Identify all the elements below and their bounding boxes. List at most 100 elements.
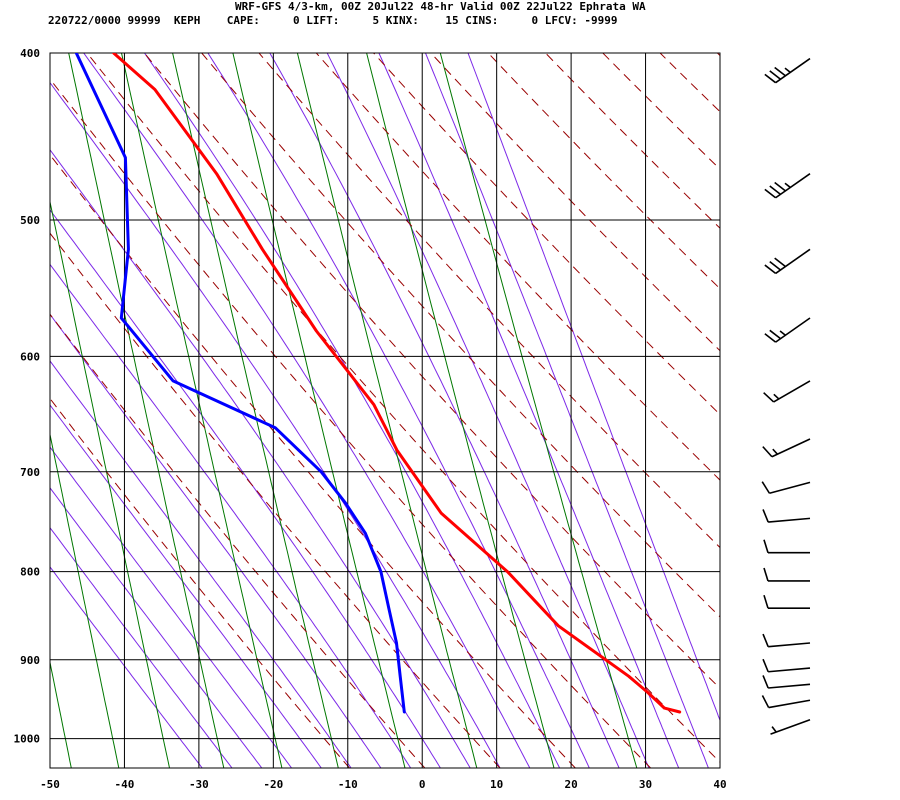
dry-adiabat-line (832, 53, 900, 768)
mixing-ratio-line (296, 53, 478, 768)
wind-barb-feather (763, 594, 769, 609)
wind-barb-half-feather (771, 726, 777, 733)
moist-adiabat-line (378, 53, 680, 768)
wind-barb-feather (764, 73, 777, 84)
wind-barb-half-feather (784, 182, 791, 189)
wind-barb (763, 380, 811, 403)
wind-barb-feather (774, 181, 786, 192)
wind-barb-shaft (775, 57, 811, 84)
wind-barb-feather (762, 675, 769, 689)
wind-barb-shaft (775, 173, 811, 199)
wind-barb-feather (762, 446, 773, 458)
mixing-ratio-line (50, 432, 120, 768)
mixing-ratio-line (50, 659, 72, 768)
wind-barb-feather (774, 66, 786, 77)
moist-adiabat-line (269, 53, 620, 768)
dry-adiabat-line (659, 53, 720, 113)
x-tick-label: -30 (189, 778, 209, 791)
moist-adiabat-line (50, 209, 441, 768)
x-tick-label: 30 (639, 778, 652, 791)
wind-barb (764, 173, 811, 199)
wind-barb-shaft (768, 642, 811, 648)
wind-barb-feather (769, 329, 782, 340)
wind-barb-feather (764, 188, 777, 199)
moist-adiabat-line (50, 81, 501, 768)
wind-barb (762, 633, 811, 648)
dry-adiabat-line (545, 53, 720, 229)
dry-adiabat-line (144, 53, 720, 690)
wind-barb-feather (764, 264, 777, 275)
dry-adiabat-line (889, 53, 900, 768)
dry-adiabat-line (602, 53, 720, 170)
moist-adiabat-line (50, 313, 382, 768)
dry-adiabat-line (717, 53, 720, 57)
moist-adiabat-line (144, 53, 561, 768)
x-tick-label: 0 (419, 778, 426, 791)
wind-barb-shaft (775, 248, 811, 275)
wind-barb-shaft (768, 517, 811, 523)
y-tick-label: 600 (20, 350, 40, 363)
y-tick-label: 1000 (14, 733, 41, 746)
mixing-ratio-line (439, 53, 638, 768)
wind-barb-feather (761, 481, 771, 494)
mixing-ratio-line (172, 53, 339, 768)
wind-barb (762, 509, 811, 523)
y-tick-label: 800 (20, 566, 40, 579)
x-tick-labels: -50 -40 -30 -20 -10 0 10 20 30 40 (40, 778, 727, 791)
x-tick-label: 20 (564, 778, 577, 791)
wind-barb (762, 438, 811, 458)
wind-barb-half-feather (779, 330, 786, 336)
mixing-ratio-line (50, 199, 170, 768)
dry-adiabat-line (373, 53, 720, 416)
wind-barb-feather (763, 392, 775, 403)
wind-barb (763, 594, 810, 609)
wind-barb (763, 567, 810, 582)
wind-barb-feather (774, 257, 786, 268)
x-tick-label: -40 (115, 778, 135, 791)
mixing-ratio-line (121, 53, 283, 768)
wind-barb-feather (763, 567, 769, 582)
dry-adiabat-line (50, 78, 651, 768)
moist-adiabat-line (425, 53, 709, 768)
wind-barb (764, 57, 811, 84)
dry-adiabat-line (50, 154, 576, 768)
wind-barb-half-feather (784, 67, 791, 73)
dry-adiabats (50, 53, 900, 768)
wind-barb-shaft (768, 683, 811, 689)
y-tick-label: 400 (20, 47, 40, 60)
wind-barb-feather (769, 70, 782, 80)
moist-adiabats (50, 53, 720, 768)
dry-adiabat-line (258, 53, 720, 549)
wind-barb-feather (763, 539, 769, 553)
wind-barb-feather (762, 509, 769, 523)
dry-adiabat-line (50, 397, 350, 768)
wind-barb-shaft (770, 718, 811, 735)
moist-adiabat-line (83, 53, 531, 768)
wind-barbs (761, 57, 811, 735)
moist-adiabat-line (50, 360, 352, 768)
wind-barb-shaft (768, 699, 811, 709)
y-tick-labels: 400 500 600 700 800 900 1000 (14, 47, 41, 746)
wind-barb-feather (764, 333, 777, 343)
wind-barb-feather (762, 633, 769, 647)
wind-barb (762, 658, 811, 673)
wind-barb (764, 248, 811, 275)
x-tick-label: 10 (490, 778, 503, 791)
y-tick-label: 900 (20, 654, 40, 667)
wind-barb-shaft (773, 380, 811, 403)
dewpoint-profile-line (74, 53, 406, 714)
dry-adiabat-line (50, 313, 426, 768)
x-tick-label: -50 (40, 778, 60, 791)
mixing-ratio-line (68, 53, 225, 768)
moist-adiabat-line (50, 526, 233, 768)
mixing-ratio-lines (50, 53, 638, 768)
temperature-profile-line (112, 53, 682, 714)
dry-adiabat-line (201, 53, 720, 618)
wind-barb-half-feather (773, 393, 780, 400)
wind-barb (762, 675, 811, 689)
wind-barb-shaft (769, 481, 811, 495)
wind-barb (770, 718, 811, 735)
wind-barb (763, 539, 810, 554)
wind-barb (764, 317, 811, 343)
